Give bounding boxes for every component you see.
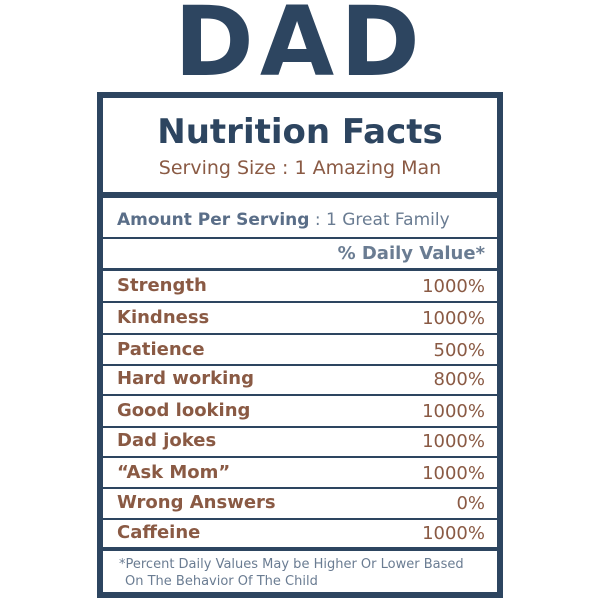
amount-per-serving-value: : 1 Great Family [314,210,450,230]
nutrient-value: 800% [433,369,485,390]
footnote-line: On The Behavior Of The Child [125,574,318,589]
nutrient-name: Strength [117,275,207,296]
row-divider [103,456,497,458]
nutrient-name: Hard working [117,368,254,389]
dad-title: DAD [174,0,426,98]
nutrient-value: 500% [433,340,485,361]
thick-divider [103,192,497,198]
nutrient-row: Caffeine 1000% [103,518,497,548]
nutrient-row: Patience 500% [103,335,497,365]
label-heading: Nutrition Facts [157,112,443,152]
nutrient-name: Wrong Answers [117,492,276,513]
nutrient-name: Patience [117,339,205,360]
nutrient-name: Good looking [117,400,251,421]
row-divider [103,518,497,520]
nutrient-row: “Ask Mom” 1000% [103,458,497,488]
thick-divider [103,547,497,551]
serving-size: Serving Size : 1 Amazing Man [158,157,442,179]
nutrient-value: 1000% [422,401,485,422]
nutrient-name: Caffeine [117,522,201,543]
daily-value-header: % Daily Value* [337,243,485,264]
nutrient-name: Dad jokes [117,430,217,451]
label-header: Nutrition Facts Serving Size : 1 Amazing… [103,98,497,192]
nutrition-label: Nutrition Facts Serving Size : 1 Amazing… [97,92,503,598]
amount-per-serving: Amount Per Serving : 1 Great Family [117,208,450,232]
nutrient-row: Kindness 1000% [103,303,497,333]
amount-per-serving-label: Amount Per Serving [117,210,310,230]
row-divider [103,364,497,366]
nutrient-name: Kindness [117,307,210,328]
nutrient-value: 1000% [422,463,485,484]
row-divider [103,487,497,489]
divider [103,268,497,271]
nutrient-row: Good looking 1000% [103,396,497,426]
nutrient-value: 1000% [422,523,485,544]
row-divider [103,333,497,335]
nutrient-value: 0% [456,493,485,514]
nutrient-row: Strength 1000% [103,271,497,301]
footnote: *Percent Daily Values May be Higher Or L… [119,556,495,590]
row-divider [103,301,497,303]
row-divider [103,426,497,428]
nutrient-value: 1000% [422,308,485,329]
footnote-line: *Percent Daily Values May be Higher Or L… [119,557,464,572]
divider [103,237,497,239]
nutrient-value: 1000% [422,276,485,297]
nutrient-row: Dad jokes 1000% [103,426,497,456]
nutrient-row: Wrong Answers 0% [103,488,497,518]
nutrient-name: “Ask Mom” [117,462,231,483]
nutrient-value: 1000% [422,431,485,452]
nutrient-row: Hard working 800% [103,364,497,394]
row-divider [103,394,497,396]
